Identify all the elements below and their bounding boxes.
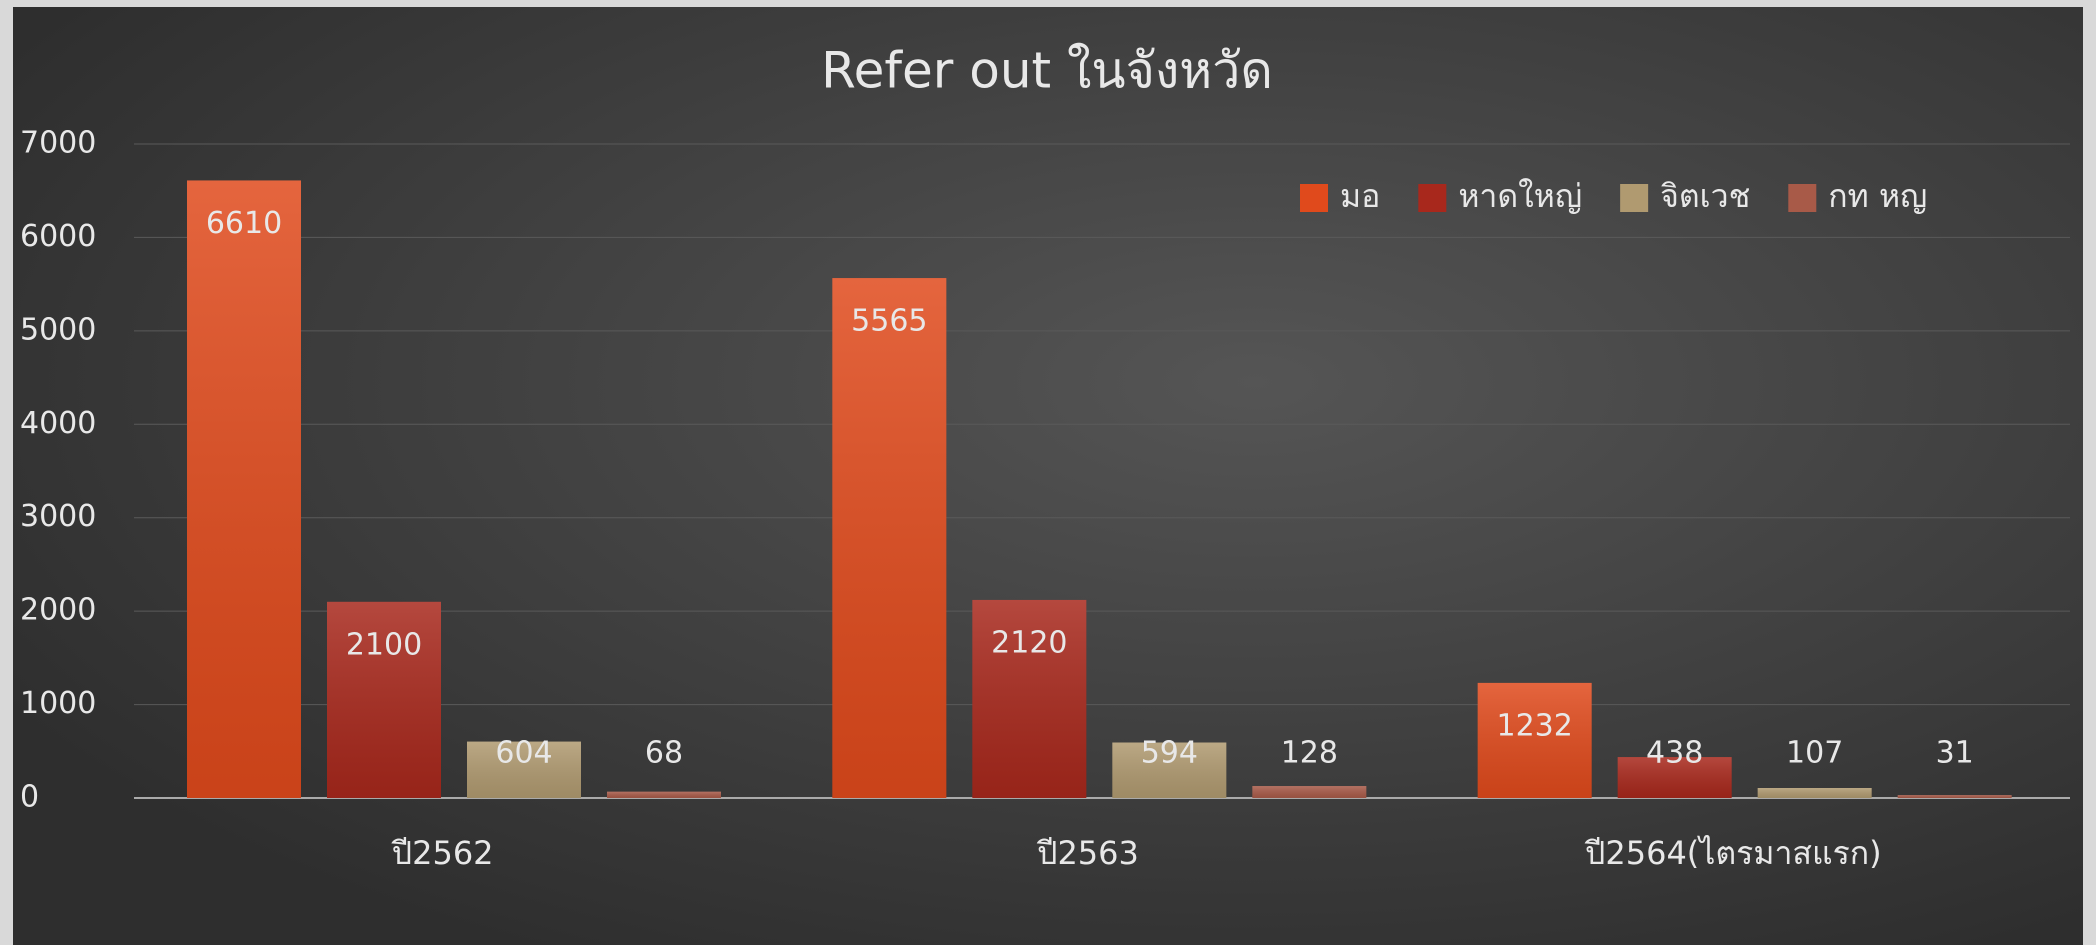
legend-swatch <box>1788 184 1817 212</box>
legend-label: มอ <box>1340 177 1380 215</box>
legend-label: หาดใหญ่ <box>1458 177 1582 215</box>
bar-shade <box>327 601 441 798</box>
value-label: 2100 <box>346 627 422 662</box>
y-tick-label: 0 <box>20 780 39 815</box>
bar-shade <box>1897 795 2012 798</box>
x-tick-label: ปี2564(ไตรมาสแรก) <box>1584 834 1881 872</box>
bar-shade <box>832 278 947 798</box>
y-tick-label: 7000 <box>20 126 96 161</box>
legend-swatch <box>1300 184 1328 212</box>
bar-shade <box>467 741 581 798</box>
bar-shade <box>1252 786 1367 798</box>
y-tick-label: 1000 <box>20 686 96 721</box>
bar-shade <box>1617 757 1732 798</box>
legend-label: กท หญ <box>1828 177 1927 215</box>
value-label: 1232 <box>1496 708 1572 743</box>
value-label: 68 <box>645 736 683 771</box>
y-tick-label: 4000 <box>20 406 96 441</box>
y-tick-label: 3000 <box>20 499 96 534</box>
value-label: 2120 <box>991 625 1067 660</box>
y-tick-label: 6000 <box>20 219 96 254</box>
x-tick-label: ปี2562 <box>391 834 494 872</box>
value-label: 438 <box>1646 736 1703 771</box>
panel <box>13 7 2083 945</box>
value-label: 6610 <box>206 206 282 241</box>
value-label: 31 <box>1936 736 1974 771</box>
chart-title: Refer out ในจังหวัด <box>821 42 1273 100</box>
legend-label: จิตเวช <box>1660 177 1750 215</box>
legend-swatch <box>1418 184 1447 212</box>
value-label: 107 <box>1786 736 1843 771</box>
y-tick-label: 5000 <box>20 312 96 347</box>
value-label: 594 <box>1141 736 1198 771</box>
x-tick-label: ปี2563 <box>1036 834 1139 872</box>
legend-swatch <box>1620 184 1649 212</box>
bar-shade <box>1757 788 1872 798</box>
bar-shade <box>1477 682 1592 798</box>
y-tick-label: 2000 <box>20 593 96 628</box>
value-label: 128 <box>1281 736 1338 771</box>
value-label: 604 <box>495 736 552 771</box>
bar-shade <box>607 791 721 798</box>
bar-shade <box>972 599 1087 798</box>
value-label: 5565 <box>851 304 927 339</box>
bar-shade <box>187 180 301 799</box>
bar-shade <box>1112 742 1227 798</box>
